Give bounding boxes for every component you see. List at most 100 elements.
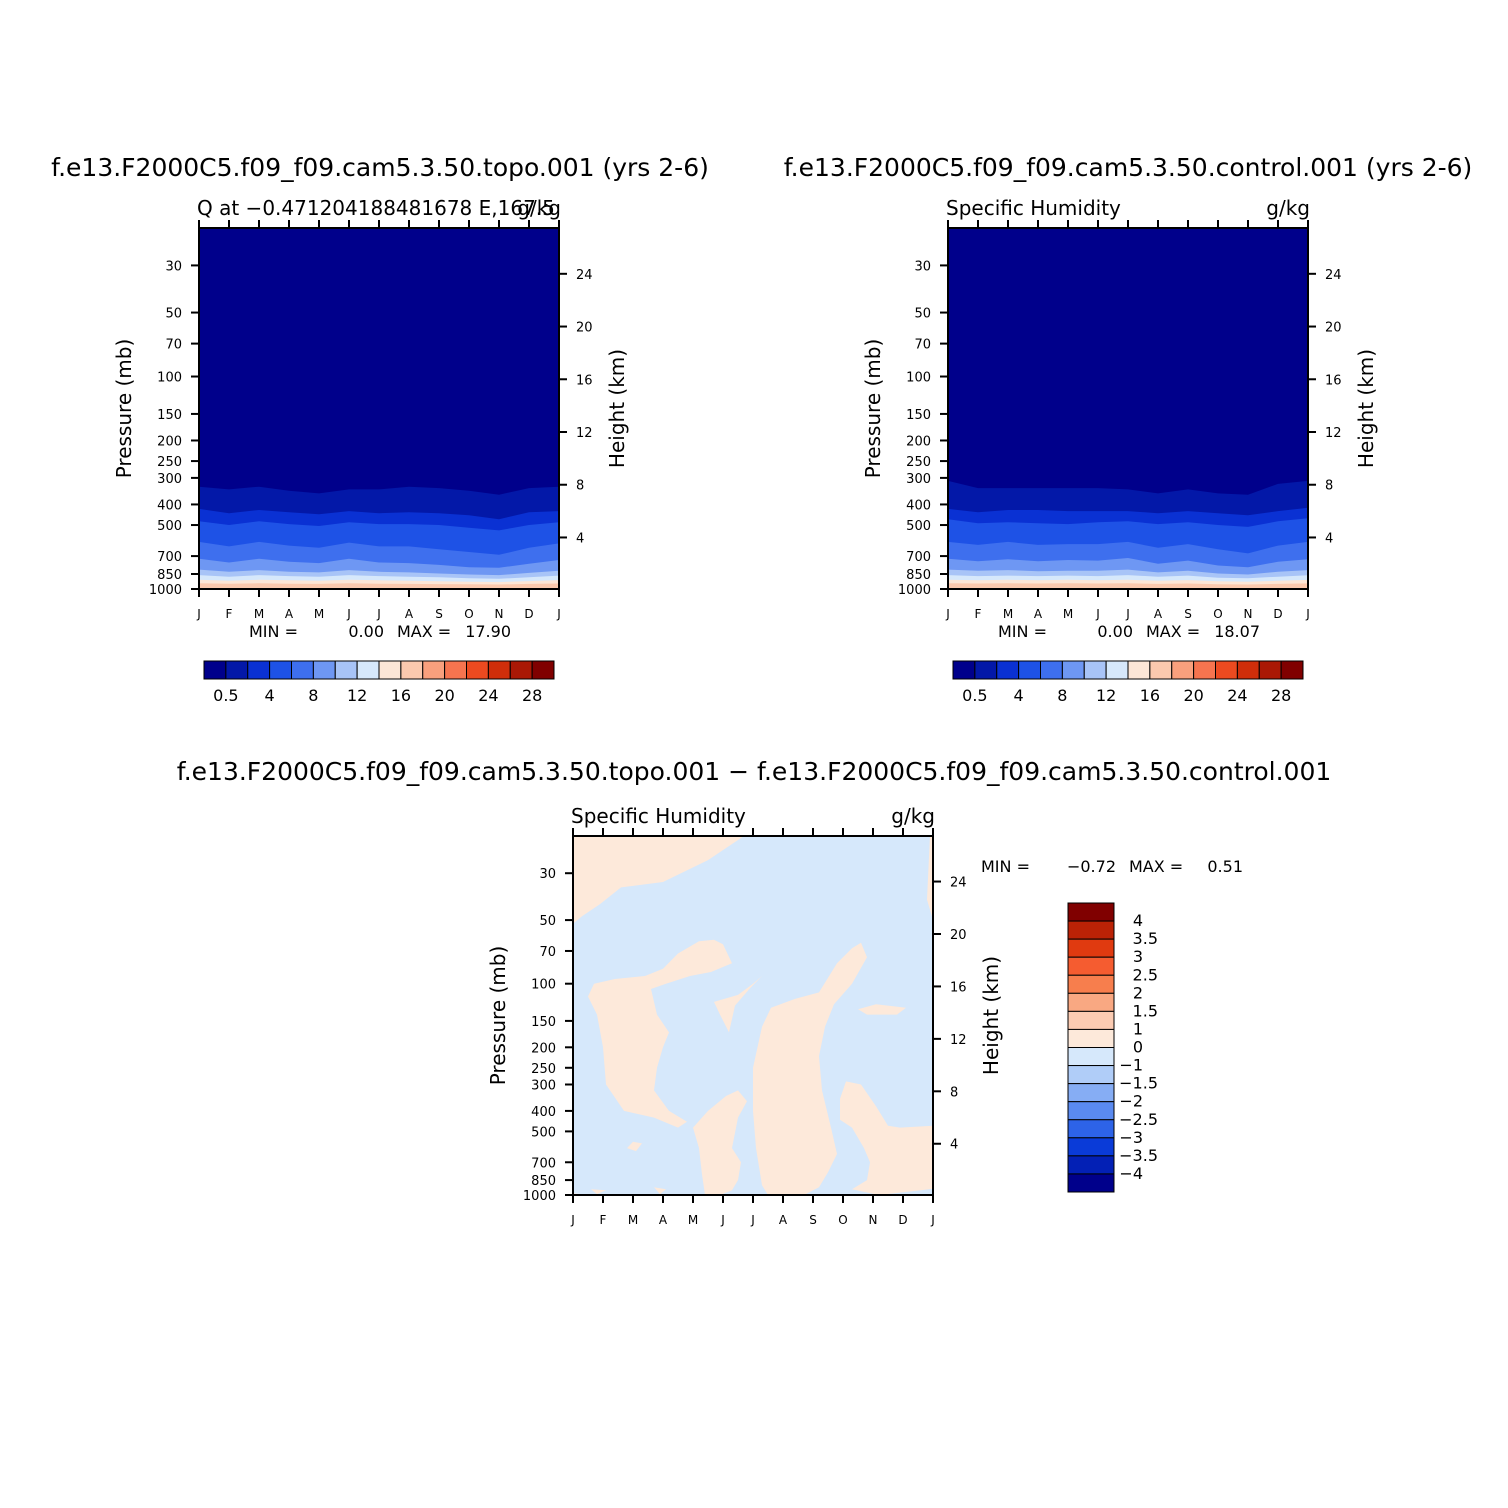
colorbar-box: [1067, 902, 1115, 922]
y2-tick-label: 8: [1325, 479, 1333, 494]
colorbar: 0.5 4 8 12 16 20 24 28: [952, 660, 1304, 705]
y-tick-label: 1000: [898, 583, 931, 598]
colorbar-box: [312, 660, 336, 680]
colorbar-box: [247, 660, 271, 680]
panel-difference: J F M A M J J A S O N D J305070100150200250300400500…: [486, 804, 1243, 1227]
panel-topo: J F M A M J J A S O N D J 30 50 70 100 150 200 250 300 400 500…: [112, 196, 629, 705]
x-tick-label: S: [1184, 607, 1192, 621]
colorbar-label: 2.5: [1133, 965, 1158, 984]
colorbar-box: [334, 660, 358, 680]
positive-region: [714, 976, 762, 1033]
colorbar-label: 20: [1183, 686, 1203, 705]
x-tick-label: M: [1003, 607, 1013, 621]
positive-region: [693, 1090, 747, 1195]
x-tick-label: N: [495, 607, 504, 621]
positive-region: [753, 942, 867, 1195]
colorbar-label: 24: [478, 686, 498, 705]
y2-tick-label: 16: [576, 373, 593, 388]
units-label: g/kg: [517, 196, 561, 220]
colorbar-box: [1280, 660, 1304, 680]
x-tick-label: S: [809, 1213, 817, 1227]
x-tick-label: O: [1213, 607, 1222, 621]
x-tick-label: F: [226, 607, 233, 621]
y2-tick-label: 4: [950, 1138, 958, 1153]
colorbar-label: −3: [1119, 1128, 1143, 1147]
x-tick-label: J: [346, 607, 351, 621]
x-tick-label: A: [285, 607, 294, 621]
y-tick-label: 150: [906, 408, 931, 423]
colorbar-box: [269, 660, 292, 680]
colorbar-box: [225, 660, 249, 680]
panel3-title: f.e13.F2000C5.f09_f09.cam5.3.50.topo.001…: [177, 757, 1332, 786]
panel-control: J F M A M J J A S O N D J 30 50 70 100 150 200 250 300 400 500…: [861, 196, 1378, 705]
y-tick-label: 30: [165, 259, 182, 274]
y-tick-label: 700: [157, 550, 182, 565]
max-label: MAX =: [397, 622, 451, 641]
min-value: 0.00: [348, 622, 384, 641]
y2-axis-title: Height (km): [605, 349, 629, 468]
y-tick-label: 500: [906, 519, 931, 534]
colorbar-label: −1.5: [1119, 1074, 1158, 1093]
y2-tick-label: 4: [1325, 531, 1333, 546]
max-value: 18.07: [1214, 622, 1260, 641]
colorbar-box: [1105, 660, 1129, 680]
y-tick-label: 850: [157, 568, 182, 583]
y2-tick-label: 8: [950, 1085, 958, 1100]
y2-axis-title: Height (km): [1354, 349, 1378, 468]
min-label: MIN =: [998, 622, 1047, 641]
x-tick-label: O: [464, 607, 473, 621]
colorbar-box: [1067, 1028, 1115, 1048]
colorbar-label: −2.5: [1119, 1110, 1158, 1129]
colorbar-box: [974, 660, 998, 680]
y2-tick-label: 8: [576, 479, 584, 494]
y2-tick-label: 16: [950, 980, 967, 995]
y-tick-label: 70: [539, 945, 556, 960]
contour-band: [948, 583, 1308, 589]
colorbar-box: [1193, 660, 1216, 680]
left-subtitle: Specific Humidity: [571, 804, 746, 828]
x-tick-label: A: [1154, 607, 1163, 621]
colorbar-label: 3: [1133, 947, 1143, 966]
y2-tick-label: 4: [576, 531, 584, 546]
y-tick-label: 250: [906, 455, 931, 470]
x-tick-label: F: [600, 1213, 607, 1227]
left-subtitle: Q at −0.471204188481678 E,167.5: [197, 196, 555, 220]
y-tick-label: 300: [157, 472, 182, 487]
x-tick-label: J: [1095, 607, 1100, 621]
y-tick-label: 300: [531, 1079, 556, 1094]
y-tick-label: 200: [531, 1041, 556, 1056]
y-tick-label: 150: [531, 1015, 556, 1030]
y2-tick-label: 20: [576, 321, 593, 336]
colorbar-box: [356, 660, 380, 680]
positive-region: [927, 836, 933, 921]
colorbar-label: 12: [1096, 686, 1116, 705]
colorbar: 0.5 4 8 12 16 20 24 28: [203, 660, 555, 705]
y2-tick-label: 20: [950, 928, 967, 943]
colorbar-box: [1067, 1065, 1115, 1085]
colorbar-box: [1067, 1137, 1115, 1157]
y-tick-label: 400: [906, 498, 931, 513]
colorbar-box: [378, 660, 402, 680]
positive-region: [858, 1004, 906, 1015]
colorbar-label: 16: [1140, 686, 1160, 705]
y-axis-title: Pressure (mb): [486, 946, 510, 1086]
y-tick-label: 400: [531, 1105, 556, 1120]
x-tick-label: N: [869, 1213, 878, 1227]
colorbar-label: 0: [1133, 1038, 1143, 1057]
x-tick-label: M: [254, 607, 264, 621]
y-tick-label: 500: [531, 1125, 556, 1140]
max-label: MAX =: [1146, 622, 1200, 641]
colorbar-label: 8: [308, 686, 318, 705]
x-tick-label: J: [945, 607, 950, 621]
colorbar-box: [1067, 920, 1115, 940]
colorbar-box: [1067, 992, 1115, 1012]
colorbar-box: [1067, 938, 1115, 958]
x-tick-label: F: [975, 607, 982, 621]
x-tick-label: M: [628, 1213, 638, 1227]
colorbar-box: [1258, 660, 1282, 680]
contour-band: [199, 583, 559, 589]
left-subtitle: Specific Humidity: [946, 196, 1121, 220]
colorbar-box: [952, 660, 976, 680]
y2-tick-label: 24: [1325, 268, 1342, 283]
y-tick-label: 50: [539, 914, 556, 929]
